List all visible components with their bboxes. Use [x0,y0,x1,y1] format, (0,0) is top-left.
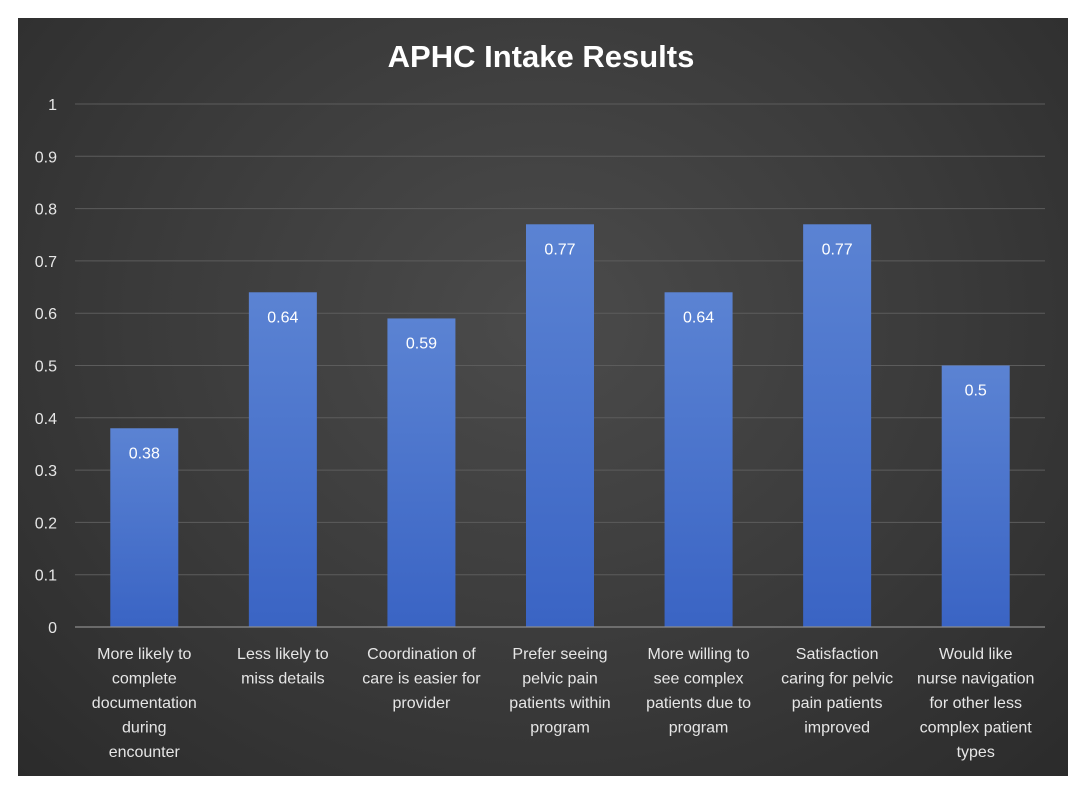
y-tick-label: 0.5 [35,359,57,376]
y-tick-label: 0.7 [35,254,57,271]
chart-title: APHC Intake Results [388,39,695,74]
data-label: 0.59 [406,335,437,352]
data-label: 0.64 [267,309,298,326]
bar [941,365,1010,627]
x-tick-label: Prefer seeing pelvic pain patients within p… [509,646,610,737]
x-tick-label: Coordination of care is easier for provide… [362,646,481,712]
y-tick-label: 0.9 [35,149,57,166]
y-tick-label: 0.1 [35,568,57,585]
bar [248,292,317,627]
y-tick-label: 0.4 [35,411,57,428]
bar [803,224,872,628]
x-tick-label: Would like nurse navigation for other less… [917,646,1034,761]
data-label: 0.77 [822,241,853,258]
data-label: 0.5 [965,383,987,400]
bar [664,292,733,627]
y-tick-label: 0.3 [35,463,57,480]
x-tick-label: Satisfaction caring for pelvic pain patien… [781,646,893,737]
y-tick-label: 0.8 [35,202,57,219]
bar [110,428,179,627]
data-label: 0.77 [544,241,575,258]
y-tick-label: 0 [48,620,57,637]
data-label: 0.38 [129,445,160,462]
x-tick-label: Less likely to miss details [237,646,329,688]
x-tick-label: More likely to complete documentation durin… [92,646,197,761]
bar [526,224,594,628]
y-tick-label: 1 [48,97,57,114]
bar [387,318,456,627]
y-tick-label: 0.6 [35,306,57,323]
x-tick-label: More willing to see complex patients due t… [646,646,751,737]
y-tick-label: 0.2 [35,515,57,532]
data-label: 0.64 [683,309,714,326]
